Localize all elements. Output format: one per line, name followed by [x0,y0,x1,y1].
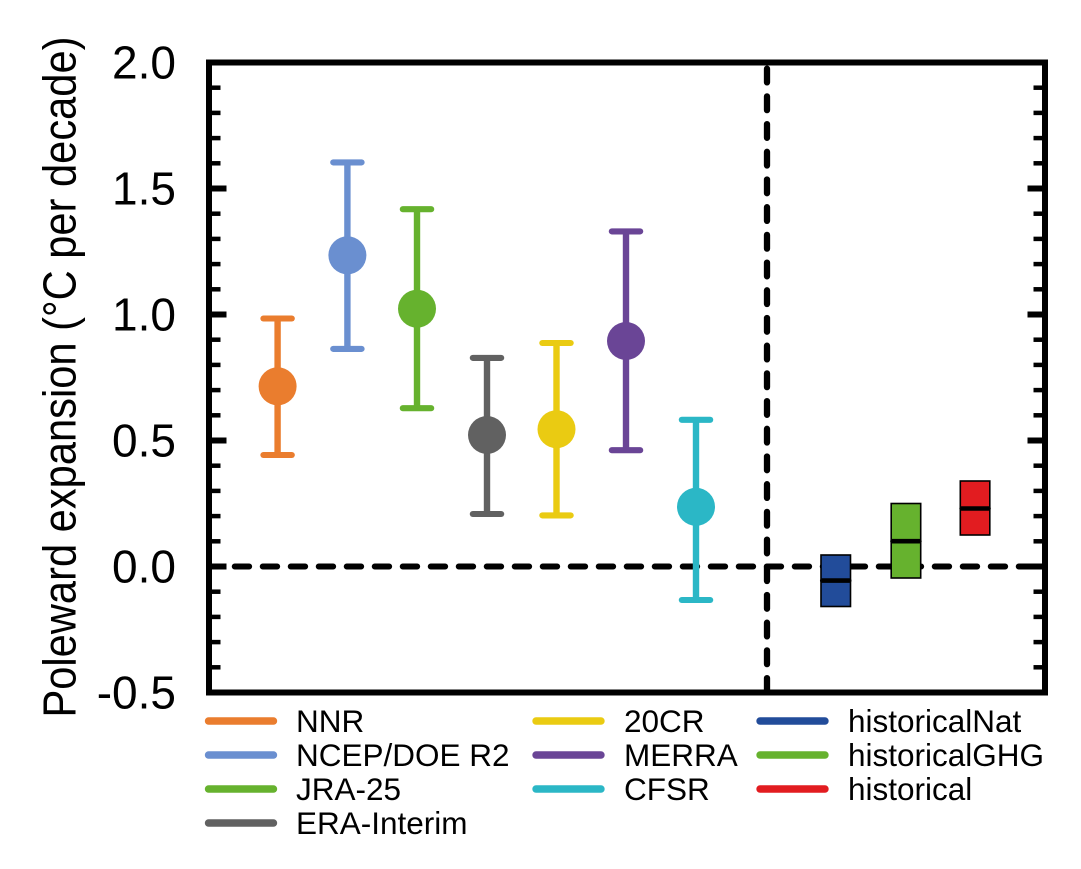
svg-text:20CR: 20CR [624,703,705,739]
svg-text:NNR: NNR [296,703,364,739]
svg-text:1.0: 1.0 [112,289,176,341]
svg-text:NCEP/DOE R2: NCEP/DOE R2 [296,737,510,773]
svg-text:-0.5: -0.5 [97,667,176,719]
svg-text:historical: historical [848,771,972,807]
svg-text:1.5: 1.5 [112,163,176,215]
svg-text:0.0: 0.0 [112,541,176,593]
svg-text:MERRA: MERRA [624,737,738,773]
svg-text:historicalGHG: historicalGHG [848,737,1044,773]
svg-text:Poleward expansion (°C per dec: Poleward expansion (°C per decade) [34,37,86,718]
svg-text:ERA-Interim: ERA-Interim [296,805,468,841]
svg-text:0.5: 0.5 [112,415,176,467]
svg-text:2.0: 2.0 [112,37,176,89]
svg-text:JRA-25: JRA-25 [296,771,401,807]
svg-text:CFSR: CFSR [624,771,710,807]
svg-text:historicalNat: historicalNat [848,703,1022,739]
